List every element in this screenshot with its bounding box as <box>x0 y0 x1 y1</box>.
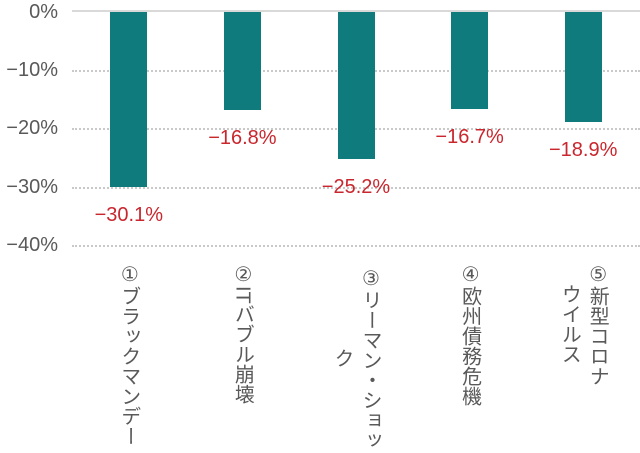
y-tick-label-0: 0% <box>29 1 58 23</box>
y-tick-label-4: −40% <box>6 233 58 256</box>
data-label-4: −16.7% <box>435 126 504 149</box>
data-label-5: −18.9% <box>548 138 618 161</box>
zero-axis-line <box>72 9 640 12</box>
category-label-3: ③リーマン・ショック <box>331 265 381 450</box>
data-label-3: −25.2% <box>321 175 391 198</box>
data-label-2: −16.8% <box>208 126 277 149</box>
data-label-1: −30.1% <box>94 204 163 227</box>
bar-2 <box>223 12 261 110</box>
y-tick-label-1: −10% <box>6 59 58 82</box>
bar-3 <box>337 12 375 159</box>
gridline--30 <box>72 186 640 189</box>
y-tick-label-3: −30% <box>6 175 58 198</box>
category-label-4: ④欧州債務危機 <box>458 262 481 406</box>
bar-4 <box>451 12 489 110</box>
y-tick-label-2: −20% <box>6 117 58 140</box>
category-label-5: ⑤新型コロナ ウイルス <box>558 262 609 386</box>
bar-5 <box>564 12 602 122</box>
category-label-2: ②ITバブル崩壊 <box>231 262 254 404</box>
gridline--40 <box>72 244 640 247</box>
bar-1 <box>110 12 148 188</box>
category-label-1: ①ブラックマンデー <box>117 262 140 446</box>
